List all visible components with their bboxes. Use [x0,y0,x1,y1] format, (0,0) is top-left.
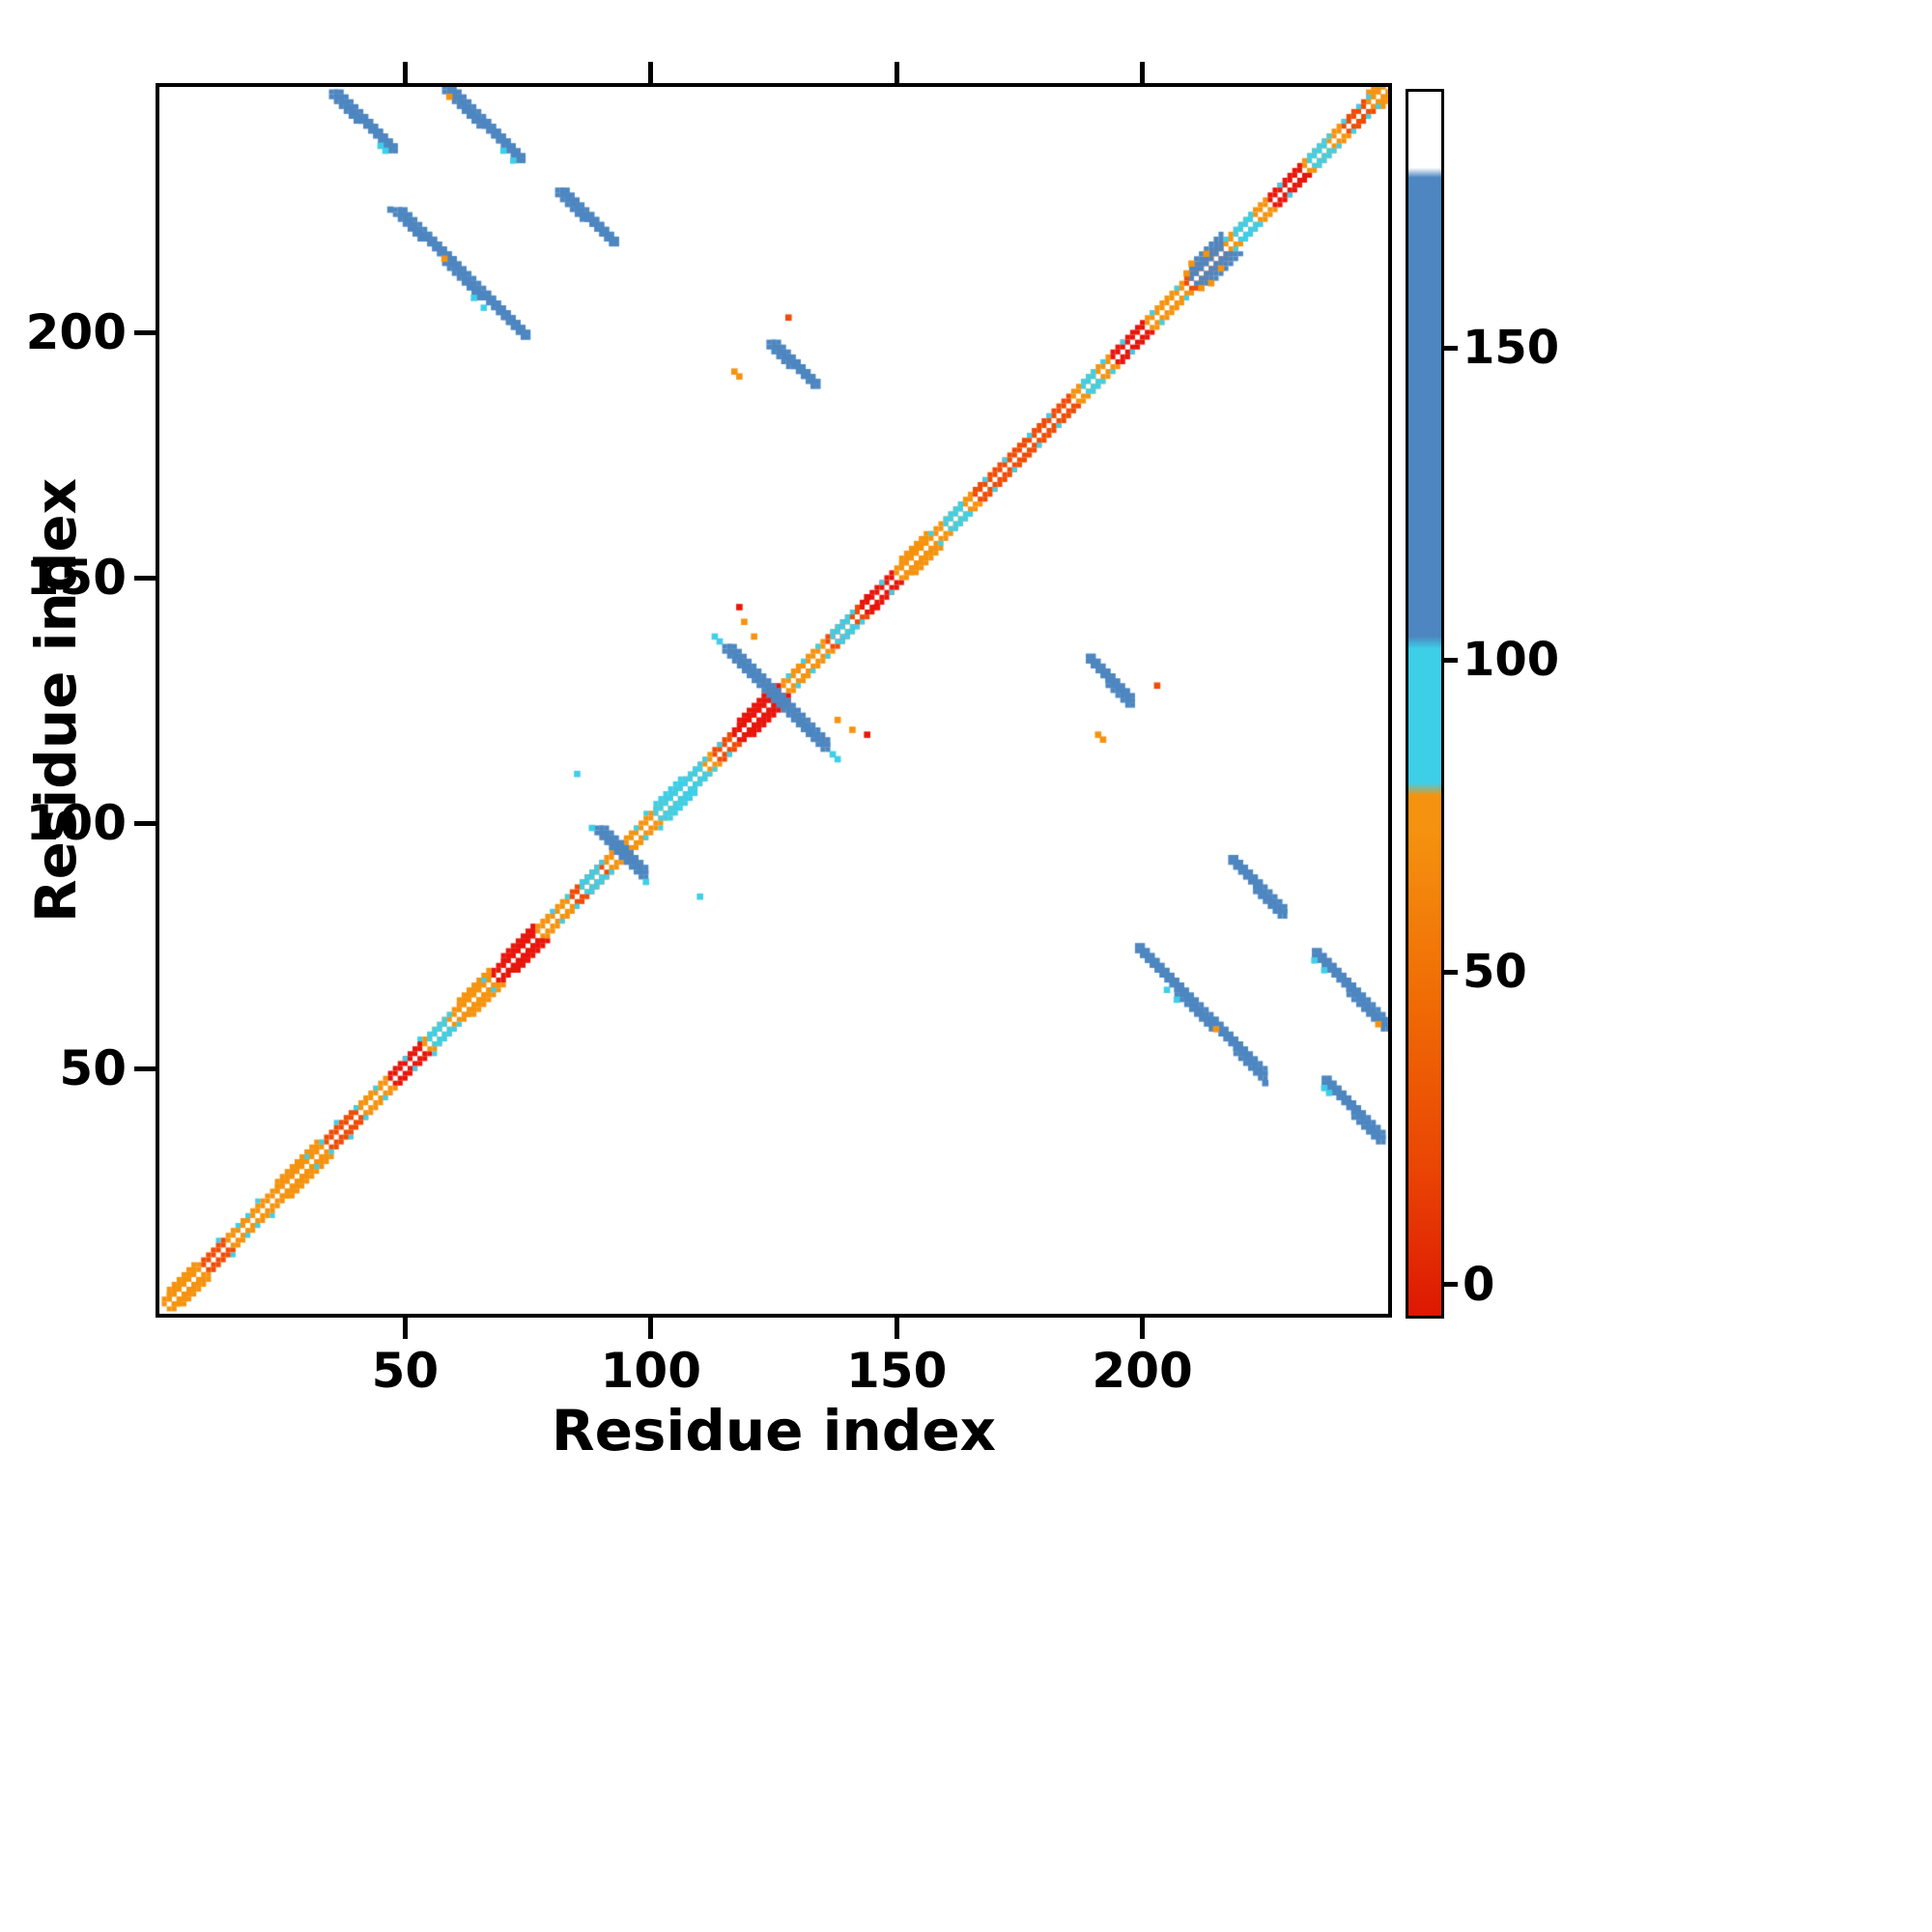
contact-map-canvas [159,87,1388,1314]
colorbar-tick [1444,657,1458,663]
x-tick [402,1318,408,1339]
y-tick-label: 100 [25,795,127,851]
x-tick-label: 150 [846,1343,948,1399]
colorbar [1406,89,1444,1319]
y-axis-title: Residue index [23,477,89,923]
y-tick-label: 200 [25,304,127,360]
y-tick [134,575,156,581]
y-tick [134,1065,156,1071]
x-tick-label: 100 [600,1343,701,1399]
x-tick [894,1318,899,1339]
x-tick-label: 200 [1092,1343,1193,1399]
y-tick [134,329,156,335]
colorbar-tick-label: 150 [1463,321,1560,376]
x-axis-title: Residue index [551,1398,997,1463]
colorbar-tick-label: 100 [1463,633,1560,688]
x-tick [648,1318,654,1339]
colorbar-tick [1444,1282,1458,1288]
x-tick-top [894,62,899,83]
plot-area [156,83,1392,1318]
y-tick [134,820,156,826]
y-tick-label: 50 [59,1040,127,1096]
x-tick-top [648,62,654,83]
colorbar-tick [1444,345,1458,351]
x-tick-label: 50 [371,1343,440,1399]
y-tick-label: 150 [25,550,127,606]
x-tick-top [1140,62,1146,83]
x-tick-top [402,62,408,83]
colorbar-tick-label: 50 [1463,945,1527,1000]
colorbar-tick-label: 0 [1463,1257,1495,1312]
colorbar-tick [1444,969,1458,975]
x-tick [1140,1318,1146,1339]
